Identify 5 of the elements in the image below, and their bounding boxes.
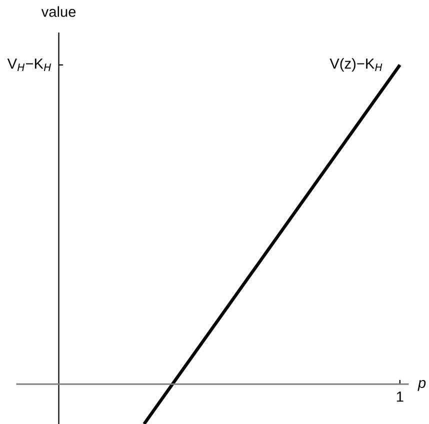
x-axis-title: p (418, 380, 426, 391)
series-label: V(z)−K$_{H}$ (330, 58, 382, 72)
annotation: 1 (396, 392, 404, 402)
annotation: V$_{H}$−K$_{H}$ (7, 58, 52, 72)
y-axis-title: value (41, 6, 76, 17)
